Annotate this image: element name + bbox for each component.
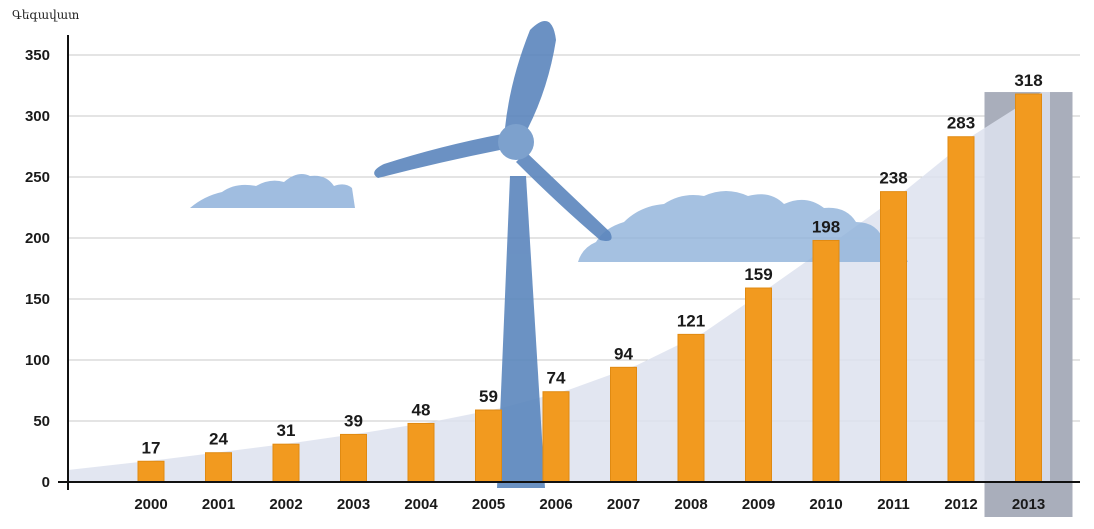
y-tick-labels: 0 50 100 150 200 250 300 350: [25, 47, 50, 491]
cloud-left-icon: [190, 174, 355, 208]
y-tick-50: 50: [33, 413, 50, 430]
x-tick-labels: 2000 2001 2002 2003 2004 2005 2006 2007 2008 2009…: [134, 496, 1045, 513]
y-tick-150: 150: [25, 291, 50, 308]
bar-2002: [272, 443, 300, 483]
bar-2001: [205, 452, 232, 483]
y-tick-100: 100: [25, 352, 50, 369]
bar-2009: [745, 287, 772, 483]
x-tick-2011: 2011: [877, 496, 910, 513]
data-label-2002: 31: [277, 421, 296, 440]
x-tick-2013: 2013: [1012, 496, 1045, 513]
x-tick-2002: 2002: [269, 496, 302, 513]
y-tick-200: 200: [25, 230, 50, 247]
gridlines: [68, 54, 1080, 422]
bar-2008: [677, 333, 705, 483]
x-tick-2003: 2003: [337, 496, 370, 513]
bar-2006: [542, 391, 570, 483]
y-tick-250: 250: [25, 169, 50, 186]
background-area: [68, 92, 1050, 482]
data-label-2006: 74: [547, 369, 566, 388]
cloud-right-icon: [578, 191, 908, 262]
data-label-2001: 24: [209, 430, 228, 449]
x-tick-2009: 2009: [742, 496, 775, 513]
data-label-2007: 94: [614, 344, 633, 363]
y-tick-0: 0: [42, 474, 50, 491]
wind-turbine-icon: [374, 21, 612, 488]
data-label-2008: 121: [677, 311, 705, 330]
data-label-2012: 283: [947, 114, 975, 133]
data-label-2005: 59: [479, 387, 498, 406]
y-axis-unit-label: Գեգավատ: [12, 8, 79, 22]
bar-2007: [610, 366, 637, 483]
data-label-2003: 39: [344, 411, 363, 430]
x-tick-2012: 2012: [944, 496, 977, 513]
x-tick-2007: 2007: [607, 496, 640, 513]
bar-2000: [137, 460, 165, 483]
bar-2011: [880, 191, 907, 483]
x-tick-2006: 2006: [539, 496, 572, 513]
x-tick-2010: 2010: [809, 496, 842, 513]
data-label-2000: 17: [142, 438, 161, 457]
x-tick-2001: 2001: [202, 496, 235, 513]
data-label-2011: 238: [879, 169, 907, 188]
y-tick-300: 300: [25, 108, 50, 125]
data-label-2009: 159: [744, 265, 772, 284]
data-label-2004: 48: [412, 400, 431, 419]
bar-2004: [407, 422, 435, 483]
bar-2010: [812, 239, 840, 483]
x-tick-2008: 2008: [674, 496, 707, 513]
data-labels: 17 24 31 39 48 59 74 94 121 159 198 238 283 318: [142, 71, 1043, 457]
data-label-2013: 318: [1014, 71, 1042, 90]
y-tick-350: 350: [25, 47, 50, 64]
x-tick-2005: 2005: [472, 496, 505, 513]
bar-2003: [340, 433, 367, 483]
bar-series: [137, 93, 1042, 483]
x-tick-2000: 2000: [134, 496, 167, 513]
bar-2005: [475, 409, 502, 483]
bar-2013: [1015, 93, 1042, 483]
x-tick-2004: 2004: [404, 496, 438, 513]
bar-2012: [947, 136, 975, 483]
data-label-2010: 198: [812, 217, 840, 236]
